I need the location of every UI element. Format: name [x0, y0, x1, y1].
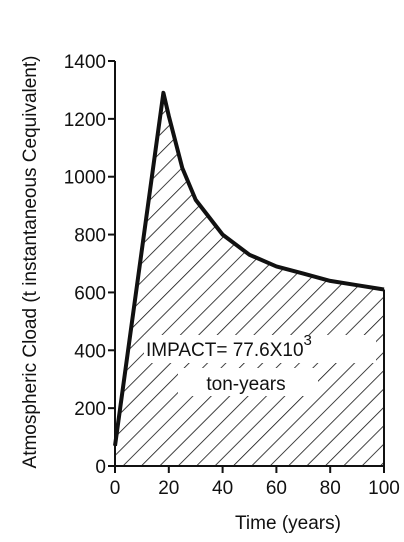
y-tick-label: 1200 [64, 110, 106, 131]
x-tick-label: 20 [158, 478, 179, 499]
x-tick-label: 80 [320, 478, 341, 499]
annotation-background-2 [178, 368, 318, 396]
x-tick-label: 0 [110, 478, 121, 499]
x-tick-label: 100 [368, 478, 400, 499]
y-tick-label: 600 [74, 283, 106, 304]
series-line [113, 90, 385, 447]
y-axis-title: Atmospheric Cload (t instantaneous Cequi… [20, 56, 41, 469]
y-tick-label: 800 [74, 226, 106, 247]
y-tick-label: 200 [74, 399, 106, 420]
annotation-line2: ton-years [206, 374, 285, 395]
plot-area: 0 20 40 60 80 100 0 200 400 600 800 1000 1200 1400 [64, 52, 400, 499]
x-tick-label: 40 [212, 478, 233, 499]
y-tick-label: 1400 [64, 52, 106, 73]
annotation-superscript: 3 [304, 332, 312, 349]
x-tick-label: 60 [266, 478, 287, 499]
y-tick-label: 0 [95, 457, 106, 478]
annotation-main-text: IMPACT= 77.6X10 [146, 340, 304, 361]
y-tick-label: 1000 [64, 168, 106, 189]
y-ticks: 0 200 400 600 800 1000 1200 1400 [64, 52, 115, 478]
y-tick-label: 400 [74, 341, 106, 362]
x-axis-title: Time (years) [235, 513, 341, 534]
annotation-line1: IMPACT= 77.6X103 [146, 332, 312, 361]
x-ticks: 0 20 40 60 80 100 [110, 466, 400, 499]
annotation-background [144, 335, 376, 363]
